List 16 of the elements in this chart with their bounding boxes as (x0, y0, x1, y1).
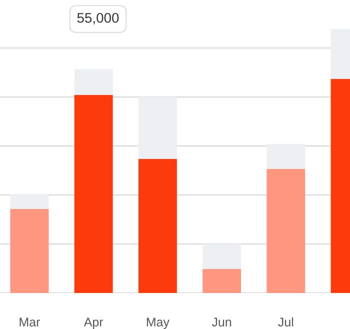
x-tick-label: May (146, 318, 170, 329)
bar (74, 69, 113, 95)
bar (138, 96, 177, 159)
bar (202, 268, 242, 293)
bar (266, 168, 306, 293)
x-tick-label: Jul (278, 317, 294, 326)
bar (266, 144, 306, 169)
bar (138, 158, 177, 293)
bar (74, 95, 113, 293)
bar (10, 194, 49, 210)
x-tick-label: Mar (20, 318, 40, 326)
x-tick-label: Jun (212, 318, 232, 326)
text: 55,000 (77, 12, 119, 24)
x-tick-label: Apr (84, 318, 104, 329)
bar (202, 244, 242, 269)
bar (10, 209, 49, 293)
